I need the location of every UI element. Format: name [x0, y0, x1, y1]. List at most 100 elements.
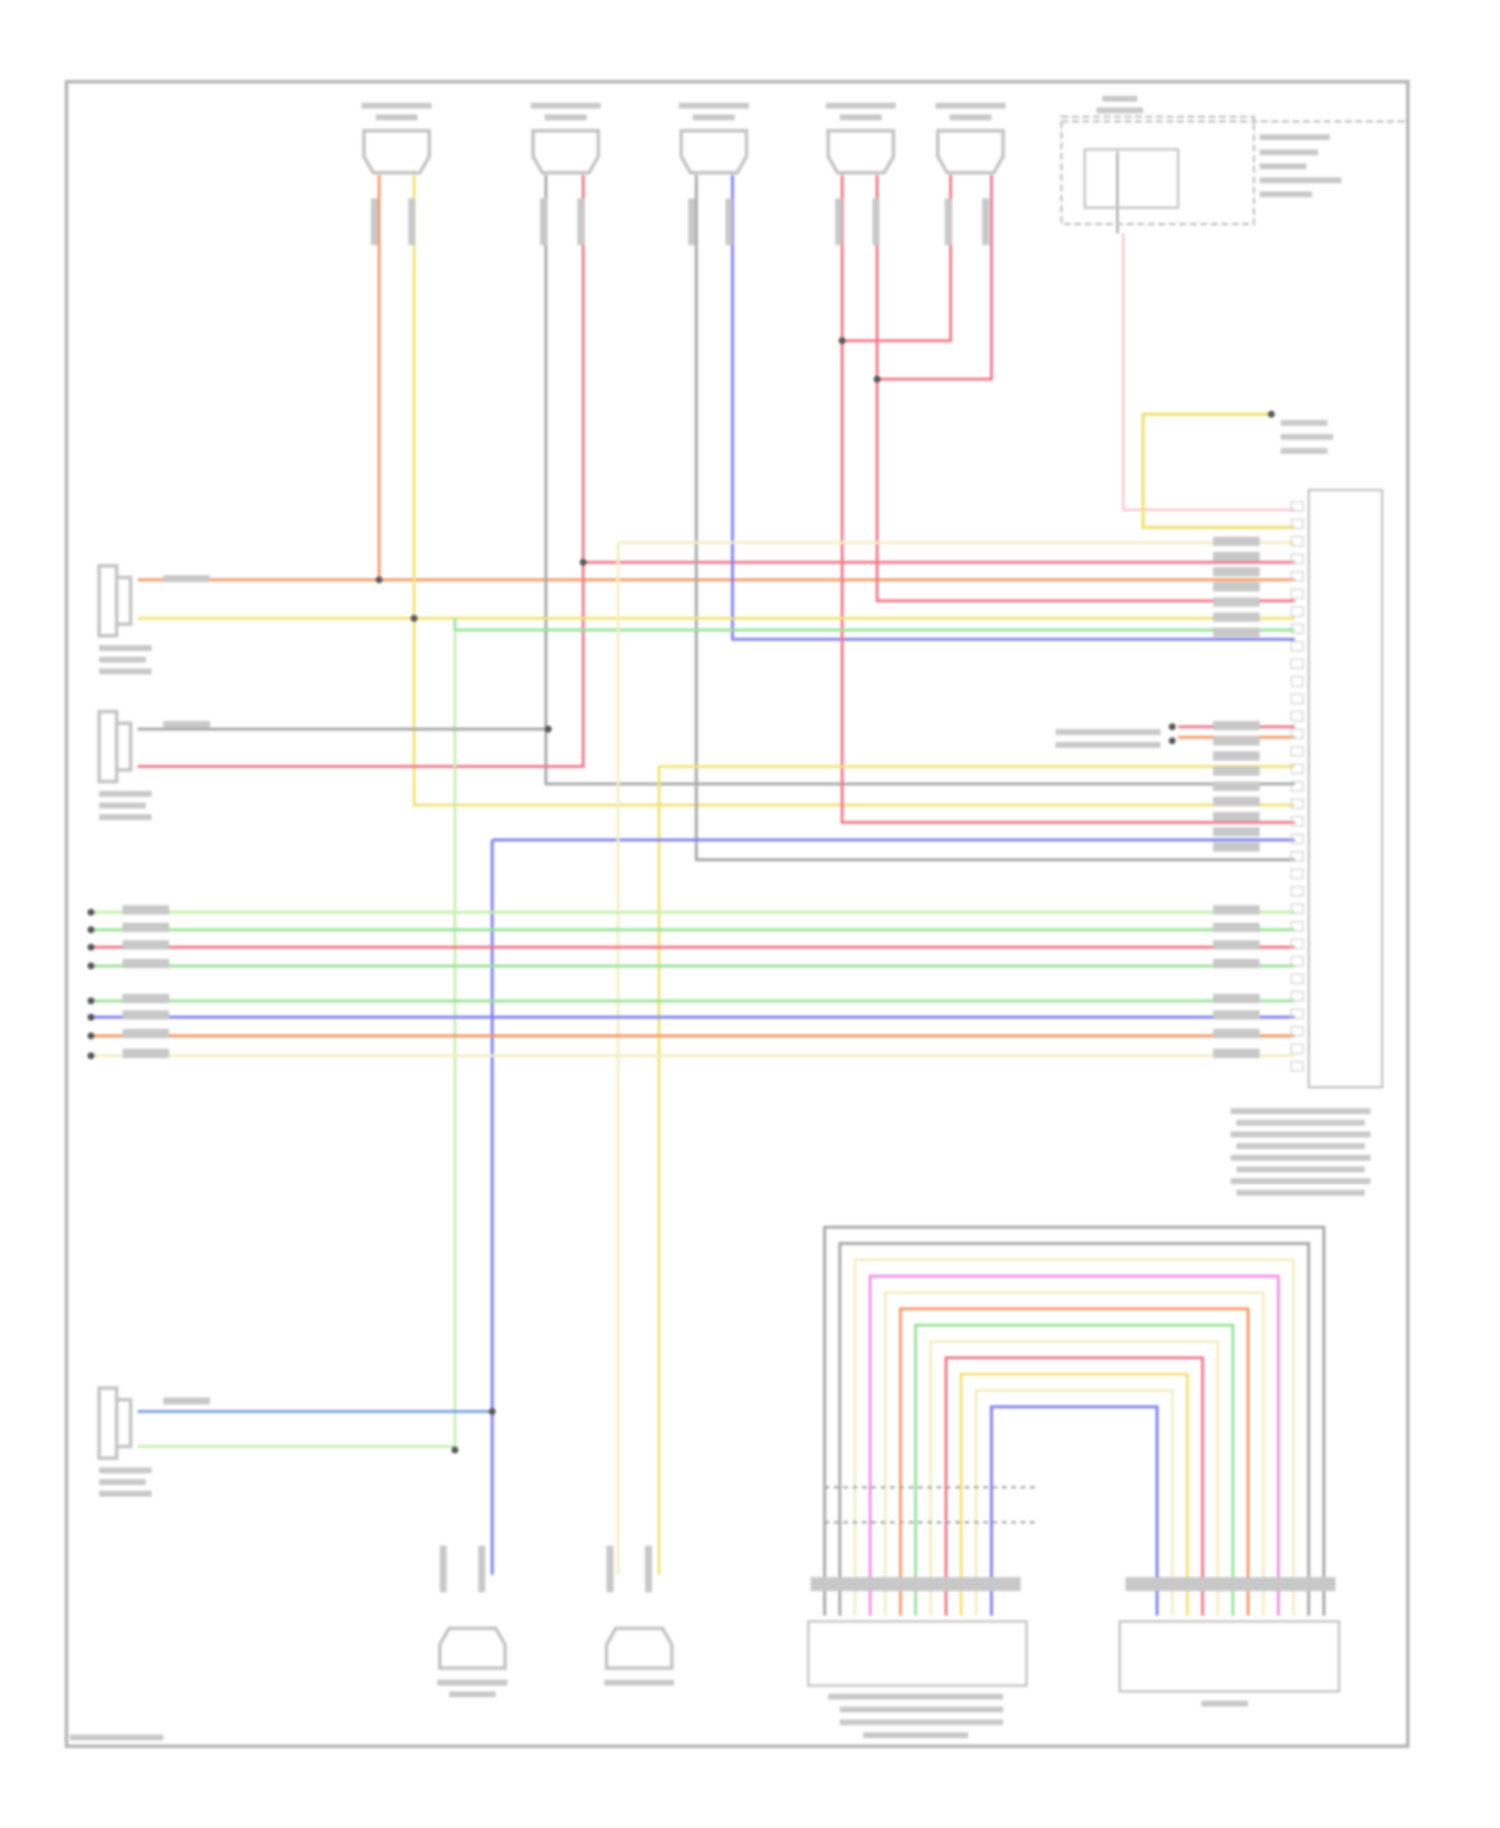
label-text-block	[606, 1545, 614, 1593]
label-text-block	[1213, 612, 1260, 622]
label-text-block	[1230, 1131, 1371, 1138]
splice-dot	[87, 962, 95, 970]
top-connector	[362, 129, 431, 175]
module-pin	[1290, 711, 1304, 722]
label-text-block	[122, 940, 170, 950]
wires	[90, 151, 1326, 1616]
label-text-block	[1230, 1178, 1371, 1185]
label-text-block	[688, 198, 696, 246]
label-text-block	[1236, 1166, 1365, 1173]
label-text-block	[449, 1691, 496, 1698]
label-text-block	[1213, 582, 1260, 592]
label-text-block	[835, 198, 843, 246]
label-text-block	[1213, 827, 1260, 837]
splice-dot	[87, 943, 95, 951]
label-text-block	[122, 958, 170, 969]
label-text-block	[1096, 107, 1144, 114]
splice-dot	[1267, 410, 1275, 418]
label-text-block	[1125, 1577, 1336, 1592]
label-text-block	[370, 198, 378, 246]
module-pin	[1290, 693, 1304, 705]
label-text-block	[99, 656, 146, 663]
label-text-block	[1102, 95, 1138, 102]
label-text-block	[1236, 1143, 1365, 1150]
label-text-block	[163, 1397, 210, 1405]
label-text-block	[122, 1010, 170, 1020]
splice-dot	[1168, 723, 1176, 731]
label-text-block	[122, 905, 170, 915]
wire	[137, 175, 585, 768]
wire	[731, 175, 1295, 641]
splice-dot	[87, 1052, 95, 1060]
side-sensor	[97, 709, 133, 784]
label-text-block	[828, 1693, 1004, 1700]
wire	[877, 175, 993, 381]
bottom-connector	[437, 1626, 507, 1670]
label-text-block	[1213, 1048, 1260, 1059]
module-pin	[1290, 1043, 1304, 1054]
module-pin	[1290, 641, 1304, 652]
label-text-block	[825, 102, 896, 109]
label-text-block	[1213, 536, 1260, 546]
splice-dot	[87, 926, 95, 934]
top-connector	[679, 129, 749, 175]
label-text-block	[1213, 627, 1260, 637]
top-connector	[531, 129, 601, 175]
splice-dot	[87, 1013, 95, 1021]
wire	[899, 1307, 1250, 1616]
label-text-block	[1055, 729, 1161, 735]
label-text-block	[1213, 751, 1260, 761]
wire	[1141, 412, 1295, 530]
label-text-block	[1259, 163, 1307, 170]
label-text-block	[437, 1679, 508, 1686]
wire	[875, 175, 1295, 603]
label-text-block	[122, 1028, 170, 1039]
label-text-block	[1213, 551, 1260, 562]
label-text-block	[1213, 922, 1260, 933]
label-text-block	[935, 102, 1006, 109]
module-pin	[1290, 886, 1304, 897]
label-text-block	[1236, 1189, 1365, 1196]
top-connector	[936, 129, 1005, 175]
label-text-block	[1213, 993, 1260, 1004]
label-text-block	[839, 1706, 1004, 1713]
splice-dot	[579, 558, 587, 566]
label-text-block	[1259, 134, 1330, 141]
label-text-block	[982, 198, 990, 246]
module-pin	[1290, 1060, 1304, 1072]
label-text-block	[1280, 420, 1328, 426]
splice-dot	[375, 576, 383, 584]
label-text-block	[1259, 191, 1313, 198]
label-text-block	[1213, 905, 1260, 915]
splice-dot	[838, 337, 846, 345]
label-text-block	[1213, 940, 1260, 950]
wire	[453, 618, 1295, 632]
label-text-block	[949, 114, 992, 121]
label-text-block	[1230, 1108, 1371, 1115]
splice-dot	[873, 375, 881, 383]
module-pin	[1290, 536, 1304, 547]
module-pin	[1290, 588, 1304, 600]
module-pin	[1290, 658, 1304, 670]
components	[87, 115, 1406, 1693]
bottom-connector	[604, 1626, 674, 1670]
splice-dot	[451, 1446, 459, 1454]
wire	[974, 1389, 1174, 1616]
label-text-block	[604, 1679, 675, 1686]
module-pin	[1290, 781, 1304, 792]
module-pin	[1290, 1025, 1304, 1037]
wire	[544, 175, 1295, 786]
label-text-block	[725, 198, 733, 246]
wire	[840, 175, 1295, 824]
wire	[959, 1372, 1189, 1616]
label-text-block	[163, 720, 210, 728]
label-text-block	[99, 790, 152, 797]
module-pin	[1290, 973, 1304, 984]
label-text-block	[99, 814, 152, 821]
label-text-block	[810, 1577, 1021, 1592]
label-text-block	[99, 1479, 146, 1485]
label-text-block	[1213, 736, 1260, 746]
bottom-module-right	[1118, 1620, 1341, 1693]
label-text-block	[99, 1490, 152, 1497]
module-pin	[1290, 955, 1304, 967]
